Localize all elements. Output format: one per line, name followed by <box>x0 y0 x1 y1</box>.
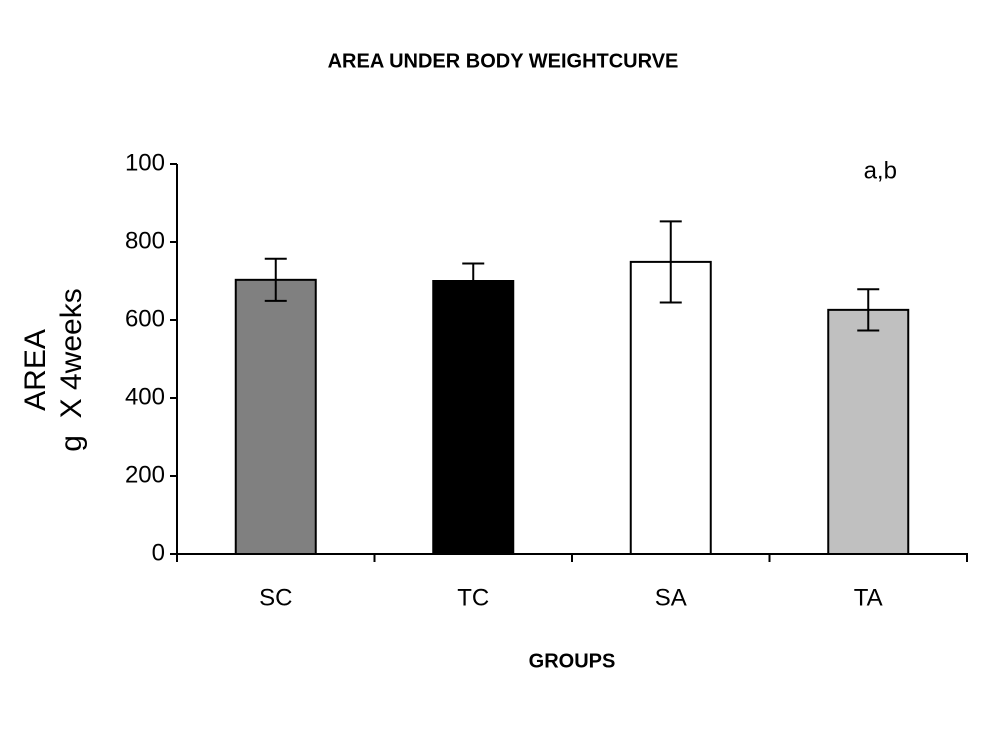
x-tick-label: SC <box>259 584 292 611</box>
y-tick-label: 100 <box>125 149 165 176</box>
y-tick-label: 800 <box>125 227 165 254</box>
y-tick-label: 600 <box>125 305 165 332</box>
bar <box>827 308 910 555</box>
y-axis-title: AREA <box>19 329 52 411</box>
error-bar <box>659 220 682 304</box>
annotation: a,b <box>864 157 897 184</box>
error-bar <box>264 257 287 302</box>
y-axis-title: g X 4weeks <box>55 288 88 451</box>
x-axis-title: GROUPS <box>529 650 616 672</box>
bar <box>629 260 712 555</box>
bar <box>234 278 317 555</box>
bar <box>432 280 515 555</box>
error-bar <box>857 288 880 332</box>
y-tick-label: 400 <box>125 383 165 410</box>
y-tick-label: 0 <box>152 539 165 566</box>
chart-title: AREA UNDER BODY WEIGHTCURVE <box>328 50 679 72</box>
x-tick-label: SA <box>655 584 687 611</box>
y-tick-label: 200 <box>125 461 165 488</box>
x-tick-label: TC <box>457 584 489 611</box>
error-bar <box>462 262 485 300</box>
x-tick-label: TA <box>854 584 883 611</box>
